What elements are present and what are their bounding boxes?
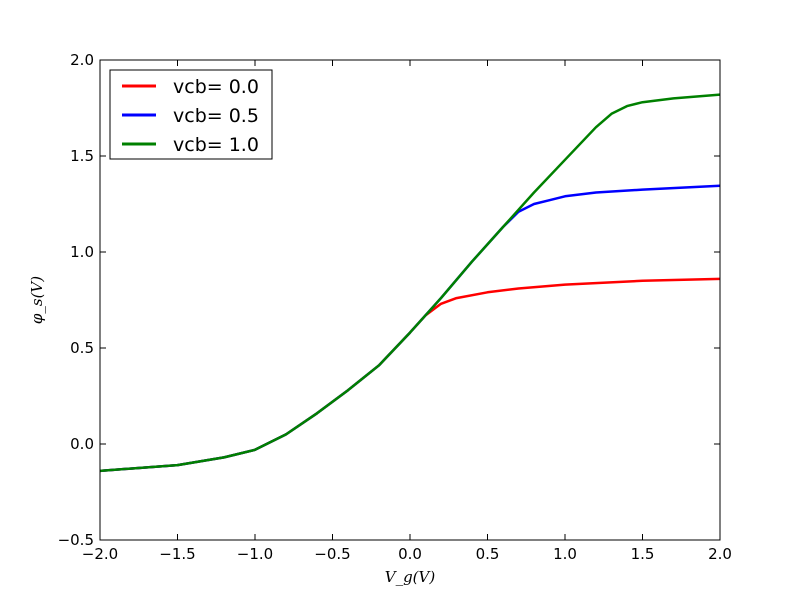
y-tick-label: 0.0	[70, 435, 94, 453]
x-tick-label: −2.0	[82, 545, 118, 563]
x-tick-label: 2.0	[708, 545, 732, 563]
series-line-vcb-1.0	[100, 93, 720, 473]
x-tick-label: 0.5	[476, 545, 500, 563]
x-tick-label: −1.0	[237, 545, 273, 563]
y-axis-label: φ_s(V)	[28, 276, 46, 324]
y-tick-label: 1.5	[70, 147, 94, 165]
x-tick-label: −0.5	[314, 545, 350, 563]
legend-label-vcb-0.5: vcb= 0.5	[173, 105, 259, 127]
y-tick-label: 0.5	[70, 339, 94, 357]
tick-layer: −2.0 −1.5 −1.0 −0.5 0.0 0.5 1.0 1.5 2.0 −0.5 0.0 0.…	[58, 51, 732, 563]
y-tick-label: 2.0	[70, 51, 94, 69]
y-tick-label: −0.5	[58, 531, 94, 549]
legend-label-vcb-1.0: vcb= 1.0	[173, 134, 259, 156]
legend-label-vcb-0.0: vcb= 0.0	[173, 76, 259, 98]
x-tick-label: 0.0	[398, 545, 422, 563]
y-tick-label: 1.0	[70, 243, 94, 261]
x-tick-label: 1.0	[553, 545, 577, 563]
x-tick-label: 1.5	[631, 545, 655, 563]
x-axis-label: V_g(V)	[385, 568, 436, 586]
x-tick-label: −1.5	[159, 545, 195, 563]
series-layer	[100, 93, 720, 473]
legend: vcb= 0.0 vcb= 0.5 vcb= 1.0	[109, 69, 273, 160]
